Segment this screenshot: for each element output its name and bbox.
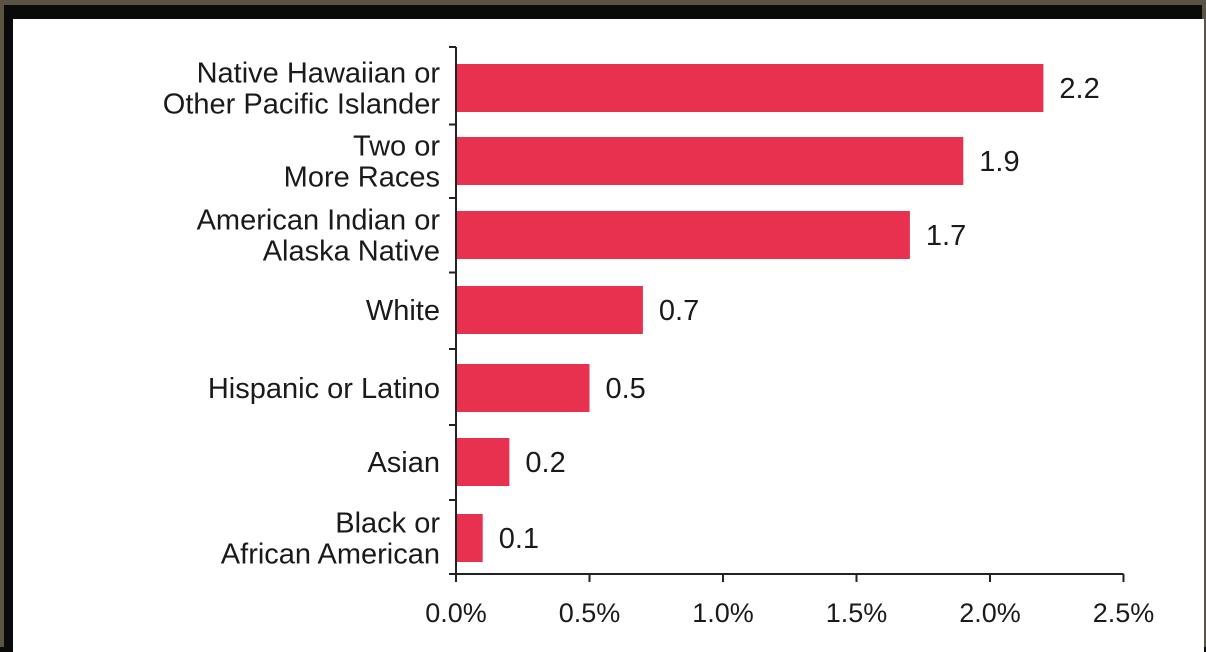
category-label: Other Pacific Islander bbox=[163, 89, 441, 121]
bar-chart: 0.0% 0.5% 1.0% 1.5% 2.0% 2.5% 2.2 Native Hawaii… bbox=[163, 46, 1155, 629]
bar bbox=[457, 137, 964, 185]
value-label: 1.7 bbox=[926, 220, 966, 252]
value-label: 0.1 bbox=[499, 523, 539, 555]
x-tick-label: 0.0% bbox=[425, 598, 487, 628]
category-label: Hispanic or Latino bbox=[208, 373, 440, 405]
category-label: More Races bbox=[284, 162, 440, 194]
category-label: African American bbox=[221, 539, 440, 571]
value-label: 2.2 bbox=[1059, 73, 1099, 105]
category-label: Native Hawaiian or bbox=[197, 58, 441, 90]
chart-panel: 0.0% 0.5% 1.0% 1.5% 2.0% 2.5% 2.2 Native Hawaii… bbox=[13, 19, 1204, 652]
category-label: Asian bbox=[367, 447, 440, 479]
axes bbox=[449, 46, 1125, 582]
bar bbox=[457, 514, 483, 562]
bar bbox=[457, 438, 510, 486]
bars bbox=[457, 64, 1044, 562]
bar bbox=[457, 211, 910, 259]
bar bbox=[457, 64, 1044, 112]
bar bbox=[457, 286, 643, 334]
category-label: White bbox=[366, 295, 440, 327]
x-tick-label: 2.0% bbox=[959, 598, 1021, 628]
x-tick-label: 2.5% bbox=[1093, 598, 1155, 628]
value-label: 0.2 bbox=[525, 447, 565, 479]
category-label: Black or bbox=[335, 508, 440, 540]
value-label: 1.9 bbox=[979, 146, 1019, 178]
x-tick-label: 0.5% bbox=[559, 598, 621, 628]
value-label: 0.5 bbox=[606, 373, 646, 405]
category-label: American Indian or bbox=[197, 205, 441, 237]
x-tick-label: 1.5% bbox=[826, 598, 888, 628]
category-label: Two or bbox=[353, 131, 440, 163]
x-tick-label: 1.0% bbox=[692, 598, 754, 628]
bar bbox=[457, 364, 590, 412]
labels: 0.0% 0.5% 1.0% 1.5% 2.0% 2.5% 2.2 Native Hawaii… bbox=[163, 58, 1155, 629]
value-label: 0.7 bbox=[659, 295, 699, 327]
category-label: Alaska Native bbox=[263, 236, 440, 268]
